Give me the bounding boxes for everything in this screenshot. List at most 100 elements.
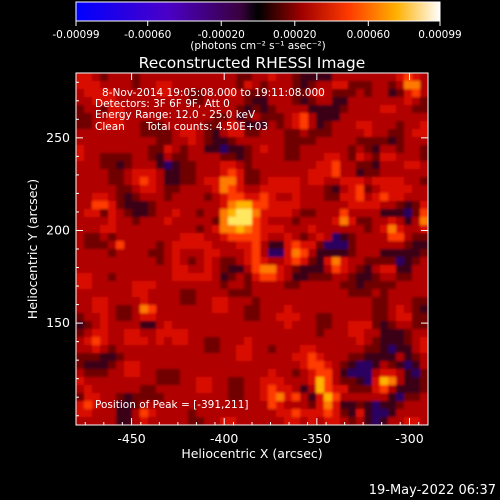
heatmap-cell <box>324 393 333 402</box>
heatmap-cell <box>228 225 237 234</box>
heatmap-cell <box>188 313 197 322</box>
heatmap-cell <box>300 377 309 386</box>
heatmap-cell <box>92 113 101 122</box>
heatmap-cell <box>92 233 101 242</box>
heatmap-cell <box>324 345 333 354</box>
heatmap-cell <box>140 177 149 186</box>
heatmap-cell <box>180 265 189 274</box>
heatmap-cell <box>292 281 301 290</box>
heatmap-cell <box>388 281 397 290</box>
heatmap-cell <box>388 97 397 106</box>
heatmap-cell <box>172 281 181 290</box>
heatmap-cell <box>100 153 109 162</box>
heatmap-cell <box>132 161 141 170</box>
heatmap-cell <box>84 217 93 226</box>
heatmap-cell <box>332 73 341 82</box>
heatmap-cell <box>380 201 389 210</box>
heatmap-cell <box>92 73 101 82</box>
heatmap-cell <box>372 201 381 210</box>
heatmap-cell <box>212 217 221 226</box>
heatmap-cell <box>324 161 333 170</box>
heatmap-cell <box>372 97 381 106</box>
heatmap-cell <box>396 129 405 138</box>
heatmap-cell <box>124 385 133 394</box>
heatmap-cell <box>116 297 125 306</box>
heatmap-cell <box>188 89 197 98</box>
heatmap-cell <box>100 313 109 322</box>
heatmap-cell <box>252 393 261 402</box>
heatmap-cell <box>244 121 253 130</box>
heatmap-cell <box>76 209 85 218</box>
heatmap-cell <box>284 81 293 90</box>
heatmap-cell <box>172 249 181 258</box>
heatmap-cell <box>420 257 428 266</box>
heatmap-cell <box>268 401 277 410</box>
heatmap-cell <box>404 169 413 178</box>
heatmap-cell <box>324 137 333 146</box>
heatmap-cell <box>92 321 101 330</box>
heatmap-cell <box>260 361 269 370</box>
heatmap-cell <box>244 297 253 306</box>
heatmap-cell <box>108 233 117 242</box>
heatmap-cell <box>172 377 181 386</box>
heatmap-cell <box>228 401 237 410</box>
heatmap-cell <box>164 193 173 202</box>
heatmap-cell <box>380 137 389 146</box>
heatmap-cell <box>268 137 277 146</box>
heatmap-cell <box>140 409 149 418</box>
heatmap-cell <box>212 401 221 410</box>
heatmap-cell <box>76 217 85 226</box>
heatmap-cell <box>92 129 101 138</box>
heatmap-cell <box>252 97 261 106</box>
heatmap-cell <box>212 177 221 186</box>
heatmap-cell <box>356 337 365 346</box>
heatmap-cell <box>276 81 285 90</box>
heatmap-cell <box>340 289 349 298</box>
heatmap-cell <box>340 409 349 418</box>
heatmap-cell <box>292 393 301 402</box>
heatmap-cell <box>332 193 341 202</box>
heatmap-cell <box>284 361 293 370</box>
heatmap-cell <box>372 313 381 322</box>
heatmap-cell <box>92 369 101 378</box>
heatmap-cell <box>292 329 301 338</box>
heatmap-cell <box>204 177 213 186</box>
heatmap-cell <box>324 361 333 370</box>
heatmap-cell <box>300 233 309 242</box>
heatmap-cell <box>404 321 413 330</box>
heatmap-cell <box>196 417 205 425</box>
heatmap-cell <box>332 137 341 146</box>
heatmap-cell <box>156 129 165 138</box>
heatmap-cell <box>252 153 261 162</box>
heatmap-cell <box>340 417 349 425</box>
heatmap-cell <box>324 233 333 242</box>
heatmap-cell <box>284 201 293 210</box>
heatmap-cell <box>316 385 325 394</box>
heatmap-cell <box>276 225 285 234</box>
heatmap-cell <box>324 337 333 346</box>
heatmap-cell <box>412 81 421 90</box>
heatmap-cell <box>252 321 261 330</box>
heatmap-cell <box>284 193 293 202</box>
heatmap-cell <box>308 209 317 218</box>
heatmap-cell <box>220 225 229 234</box>
heatmap-cell <box>324 409 333 418</box>
heatmap-cell <box>180 145 189 154</box>
heatmap-cell <box>348 169 357 178</box>
heatmap-cell <box>140 393 149 402</box>
heatmap-cell <box>292 145 301 154</box>
heatmap-cell <box>332 369 341 378</box>
heatmap-cell <box>108 257 117 266</box>
heatmap-cell <box>148 249 157 258</box>
heatmap-cell <box>92 209 101 218</box>
heatmap-cell <box>260 329 269 338</box>
heatmap-cell <box>212 89 221 98</box>
heatmap-cell <box>348 377 357 386</box>
heatmap-cell <box>388 289 397 298</box>
heatmap-cell <box>420 249 428 258</box>
heatmap-cell <box>164 73 173 82</box>
heatmap-cell <box>284 249 293 258</box>
heatmap-cell <box>356 369 365 378</box>
heatmap-cell <box>260 81 269 90</box>
heatmap-cell <box>148 329 157 338</box>
